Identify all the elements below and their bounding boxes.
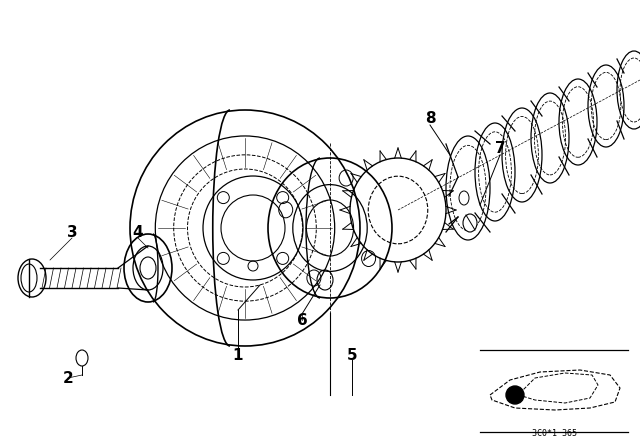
Text: 5: 5 — [347, 348, 357, 362]
Text: 6: 6 — [296, 313, 307, 327]
Ellipse shape — [463, 214, 477, 232]
Text: 3: 3 — [67, 224, 77, 240]
Text: 1: 1 — [233, 348, 243, 362]
Text: 7: 7 — [495, 141, 506, 155]
Text: 8: 8 — [425, 111, 435, 125]
Text: 3C0*1 365: 3C0*1 365 — [531, 428, 577, 438]
Text: 2: 2 — [63, 370, 74, 385]
Circle shape — [506, 386, 524, 404]
Text: 4: 4 — [132, 224, 143, 240]
